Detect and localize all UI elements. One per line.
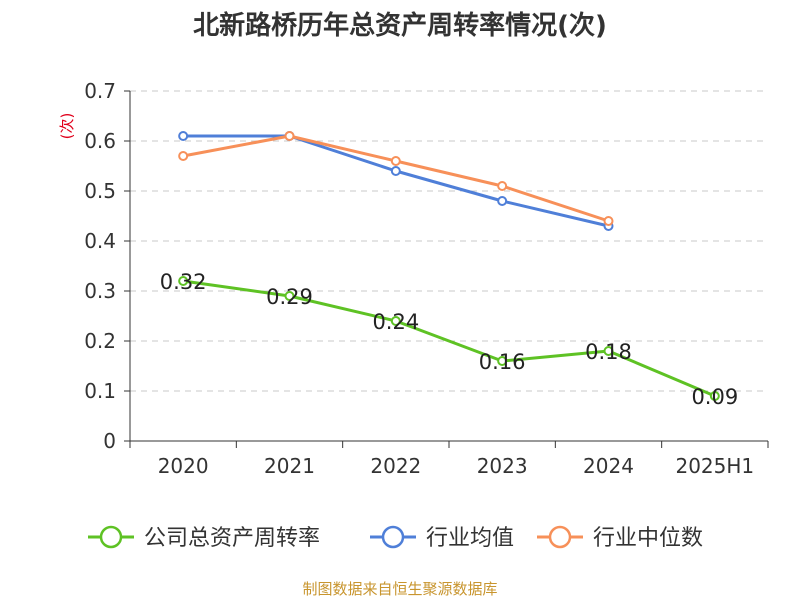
legend-marker-icon xyxy=(99,525,123,549)
data-label: 0.24 xyxy=(372,310,419,334)
legend-item-1[interactable]: 行业均值 xyxy=(370,525,514,551)
data-point xyxy=(497,356,508,366)
data-point xyxy=(497,196,508,206)
y-tick-label: 0.2 xyxy=(84,329,116,353)
x-tick-label: 2021 xyxy=(264,454,315,478)
legend-item-0[interactable]: 公司总资产周转率 xyxy=(88,525,320,551)
y-tick-label: 0.7 xyxy=(84,79,116,103)
chart-title: 北新路桥历年总资产周转率情况(次) xyxy=(193,10,607,41)
data-point xyxy=(178,151,189,161)
data-point xyxy=(390,166,401,176)
data-point xyxy=(603,346,614,356)
data-point xyxy=(390,156,401,166)
y-tick-label: 0.5 xyxy=(84,179,116,203)
legend-label: 公司总资产周转率 xyxy=(144,526,320,551)
series-lines xyxy=(178,131,720,401)
data-label: 0.32 xyxy=(160,270,207,294)
series-line-0 xyxy=(182,279,716,398)
data-point xyxy=(284,291,295,301)
data-point xyxy=(284,131,295,141)
data-point xyxy=(178,276,189,286)
x-tick-label: 2024 xyxy=(583,454,634,478)
legend-item-2[interactable]: 行业中位数 xyxy=(537,525,703,551)
data-label: 0.18 xyxy=(585,340,632,364)
series-line-2 xyxy=(182,134,609,223)
data-point xyxy=(709,391,720,401)
x-tick-label: 2025H1 xyxy=(675,454,754,478)
legend-label: 行业均值 xyxy=(426,526,514,551)
legend[interactable]: 公司总资产周转率 行业均值 行业中位数 xyxy=(88,525,703,551)
x-tick-label: 2020 xyxy=(158,454,209,478)
y-tick-label: 0.1 xyxy=(84,379,116,403)
data-point xyxy=(497,181,508,191)
x-tick-label: 2023 xyxy=(477,454,528,478)
legend-marker-icon xyxy=(548,525,572,549)
source-note: 制图数据来自恒生聚源数据库 xyxy=(302,580,497,598)
axes: 0 0.1 0.2 0.3 0.4 0.5 0.6 0.7 2020 2021 2022 2023 20… xyxy=(84,79,769,478)
data-point xyxy=(178,131,189,141)
series-line-1 xyxy=(183,134,609,228)
data-point xyxy=(390,316,401,326)
y-tick-label: 0 xyxy=(103,429,116,453)
y-tick-label: 0.3 xyxy=(84,279,116,303)
legend-label: 行业中位数 xyxy=(593,526,703,551)
x-tick-label: 2022 xyxy=(370,454,421,478)
y-axis-unit-label: (次) xyxy=(58,113,76,140)
data-label: 0.16 xyxy=(479,350,526,374)
data-labels: 0.32 0.29 0.24 0.16 0.18 0.09 xyxy=(160,270,738,409)
data-label: 0.29 xyxy=(266,285,313,309)
data-label: 0.09 xyxy=(691,385,738,409)
data-point xyxy=(603,216,614,226)
y-tick-label: 0.6 xyxy=(84,129,116,153)
legend-marker-icon xyxy=(381,525,405,549)
y-tick-label: 0.4 xyxy=(84,229,116,253)
